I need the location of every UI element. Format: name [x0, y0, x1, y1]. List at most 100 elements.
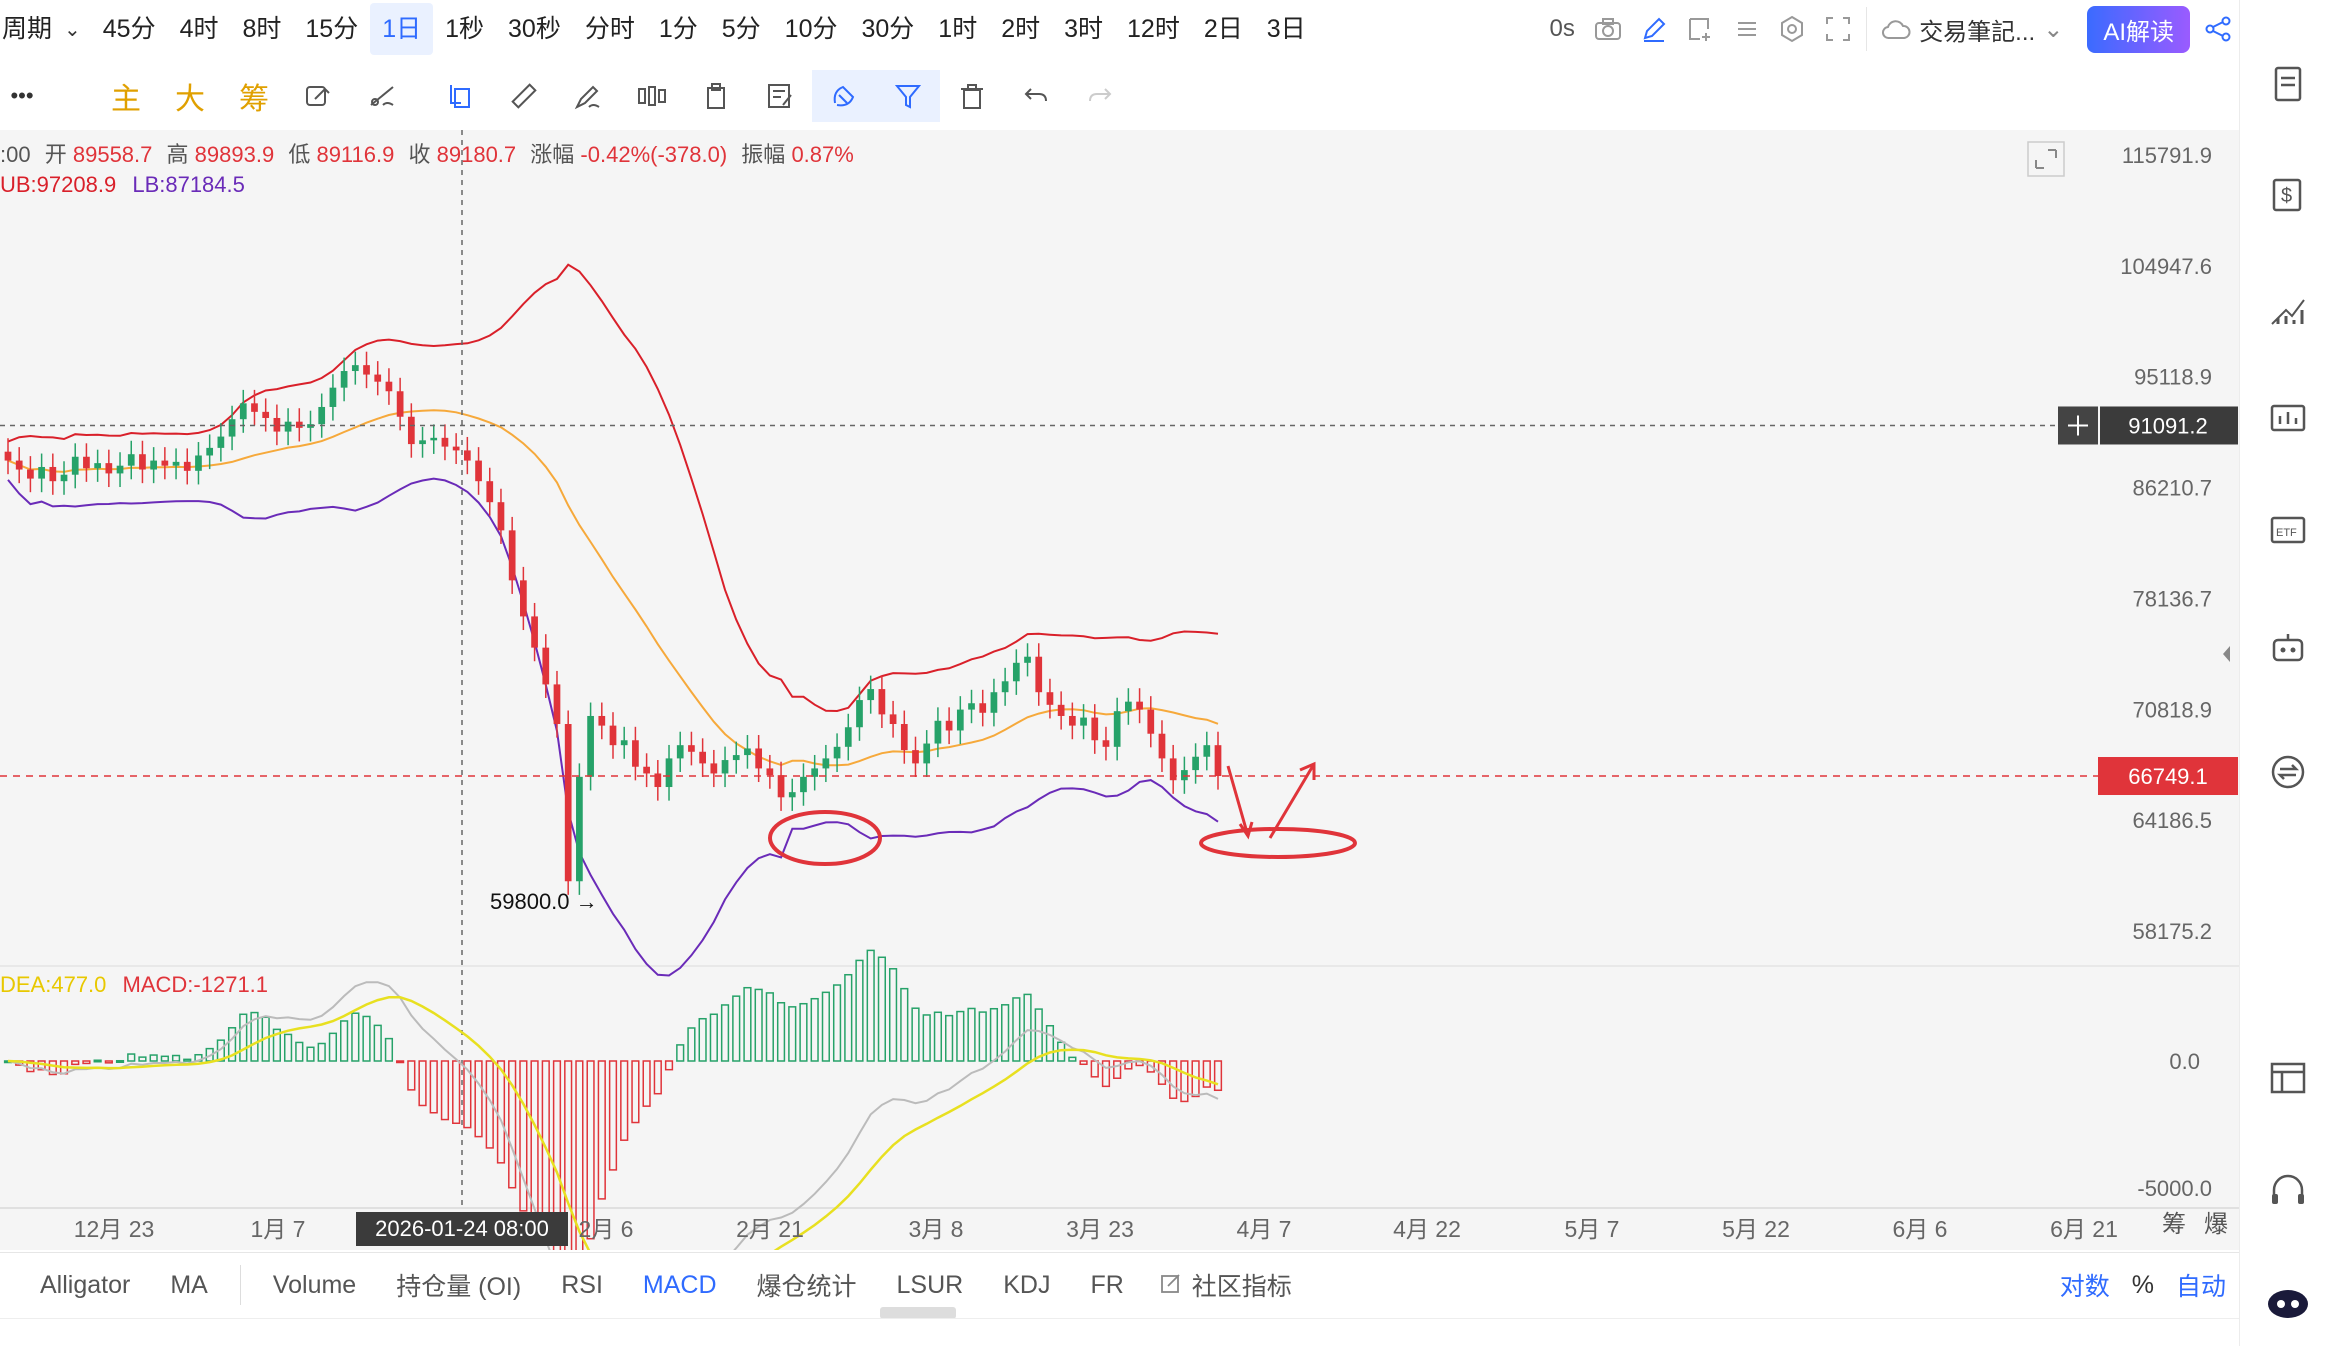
x-axis-label: 4月 22	[1393, 1216, 1461, 1242]
macd-axis-label: 0.0	[2169, 1049, 2200, 1074]
scale-option-1[interactable]: %	[2131, 1270, 2154, 1299]
filter-icon[interactable]	[876, 70, 940, 122]
candle-body	[1080, 717, 1087, 726]
line-tool-icon[interactable]	[350, 70, 414, 122]
chart-area[interactable]: 115791.9 104947.6 95118.9 86210.7 78136.7 708…	[0, 130, 2240, 1250]
candle-body	[777, 775, 785, 798]
add-window-icon[interactable]	[1682, 11, 1718, 47]
candle-body	[38, 466, 45, 479]
timeframe-13[interactable]: 1时	[938, 15, 978, 43]
document-icon[interactable]	[2264, 60, 2312, 108]
etf-icon[interactable]: ETF	[2264, 506, 2312, 554]
macd-histogram-bar	[362, 1015, 371, 1062]
timeframe-9[interactable]: 1分	[658, 15, 698, 43]
macd-histogram-bar	[93, 1059, 102, 1063]
timeframe-10[interactable]: 5分	[721, 15, 761, 43]
tab-scroll-handle[interactable]	[880, 1307, 956, 1319]
redo-icon[interactable]	[1068, 70, 1132, 122]
scale-option-2[interactable]: 自动	[2175, 1273, 2226, 1301]
tab-8[interactable]: KDJ	[1003, 1270, 1051, 1299]
timeframe-18[interactable]: 3日	[1266, 15, 1306, 43]
timeframe-1[interactable]: 45分	[102, 15, 156, 43]
axis-button[interactable]: 筹	[2162, 1211, 2186, 1238]
timeframe-11[interactable]: 10分	[784, 15, 838, 43]
macd-histogram-bar	[888, 968, 898, 1062]
timeframe-3[interactable]: 8时	[242, 15, 282, 43]
axis-button[interactable]: 爆	[2204, 1211, 2228, 1238]
timeframe-12[interactable]: 30分	[861, 15, 915, 43]
tab-0[interactable]: Alligator	[40, 1270, 131, 1299]
chevron-down-icon: ⌄	[64, 18, 81, 41]
tab-4[interactable]: RSI	[561, 1270, 603, 1299]
main-indicator-button[interactable]: 主	[111, 83, 141, 116]
headset-icon[interactable]	[2264, 1166, 2312, 1214]
scale-options: 对数% 自动	[2060, 1253, 2226, 1317]
more-menu-button[interactable]: •••	[10, 83, 34, 108]
tab-5[interactable]: MACD	[642, 1270, 717, 1299]
chips-button[interactable]: 筹	[239, 83, 269, 116]
candle-body	[1113, 711, 1121, 747]
tab-9[interactable]: FR	[1090, 1270, 1124, 1299]
brush-icon[interactable]	[556, 70, 620, 122]
timeframe-16[interactable]: 12时	[1127, 15, 1180, 43]
trash-icon[interactable]	[940, 70, 1004, 122]
timeframe-17[interactable]: 2日	[1203, 15, 1243, 43]
share-icon[interactable]	[2200, 11, 2236, 47]
candle-body	[553, 684, 561, 725]
candle-body	[27, 469, 34, 479]
timeframe-5[interactable]: 1日	[370, 3, 434, 55]
timeframe-6[interactable]: 1秒	[445, 15, 485, 43]
trade-notes-button[interactable]: 交易筆記... ⌄	[1866, 7, 2077, 51]
bar-chart-icon[interactable]	[2264, 286, 2312, 334]
macd-histogram-bar	[866, 949, 875, 1062]
scale-option-0[interactable]: 对数	[2059, 1273, 2110, 1301]
refresh-draw-icon[interactable]	[286, 70, 350, 122]
min-price-marker: 59800.0 →	[490, 889, 598, 914]
timeframe-2[interactable]: 4时	[179, 15, 219, 43]
swap-circle-icon[interactable]	[2264, 748, 2312, 796]
ruler-icon[interactable]	[492, 70, 556, 122]
copy-icon[interactable]	[428, 70, 492, 122]
macd-histogram-bar	[664, 1060, 674, 1071]
candle-body	[1136, 701, 1143, 710]
timeframe-15[interactable]: 3时	[1064, 15, 1104, 43]
candle-tool-icon[interactable]	[620, 70, 684, 122]
timeframe-0[interactable]: 周期	[2, 15, 53, 43]
tab-10[interactable]: 社区指标	[1191, 1273, 1292, 1301]
tab-7[interactable]: LSUR	[896, 1270, 964, 1299]
price-chart[interactable]: 115791.9 104947.6 95118.9 86210.7 78136.7 708…	[0, 130, 2240, 1250]
collapse-arrow-icon[interactable]	[2218, 630, 2234, 678]
candle-body	[183, 461, 191, 471]
big-order-button[interactable]: 大	[175, 83, 205, 116]
note-edit-icon[interactable]	[748, 70, 812, 122]
timeframe-8[interactable]: 分时	[584, 15, 635, 43]
undo-icon[interactable]	[1004, 70, 1068, 122]
dollar-doc-icon[interactable]: $	[2264, 170, 2312, 218]
tab-1[interactable]: MA	[170, 1270, 208, 1299]
camera-icon[interactable]	[1590, 11, 1626, 47]
ai-interpret-button[interactable]: AI解读	[2087, 5, 2190, 53]
macd-histogram-bar	[1113, 1060, 1122, 1079]
magnet-icon[interactable]	[812, 70, 876, 122]
layout-icon[interactable]	[2264, 1054, 2312, 1102]
tab-2[interactable]: Volume	[272, 1270, 357, 1299]
annotation-ellipse	[768, 810, 882, 866]
timeframe-4[interactable]: 15分	[305, 15, 359, 43]
tab-6[interactable]: 爆仓统计	[756, 1273, 857, 1301]
macd-histogram-bar	[1202, 1060, 1211, 1088]
tab-3[interactable]: 持仓量 (OI)	[396, 1273, 522, 1301]
timeframe-14[interactable]: 2时	[1001, 15, 1041, 43]
pencil-icon[interactable]	[1636, 11, 1672, 47]
assistant-avatar-icon[interactable]	[2264, 1278, 2312, 1326]
robot-icon[interactable]	[2264, 624, 2312, 672]
macd-histogram-bar	[149, 1054, 158, 1062]
list-icon[interactable]	[1728, 11, 1764, 47]
timeframe-7[interactable]: 30秒	[508, 15, 561, 43]
clipboard-icon[interactable]	[684, 70, 748, 122]
candle-body	[755, 748, 763, 769]
macd-histogram-bar	[283, 1033, 293, 1062]
x-axis-label: 5月 7	[1565, 1216, 1620, 1242]
fullscreen-icon[interactable]	[1820, 11, 1856, 47]
monitor-chart-icon[interactable]	[2264, 396, 2312, 444]
settings-icon[interactable]	[1774, 11, 1810, 47]
